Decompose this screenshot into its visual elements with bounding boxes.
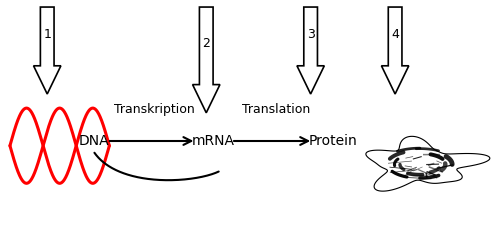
Text: Translation: Translation bbox=[242, 103, 310, 116]
Text: DNA: DNA bbox=[79, 134, 110, 148]
Text: 1: 1 bbox=[43, 27, 51, 41]
Text: Transkription: Transkription bbox=[114, 103, 194, 116]
Text: Protein: Protein bbox=[309, 134, 357, 148]
Polygon shape bbox=[382, 7, 409, 94]
Polygon shape bbox=[34, 7, 61, 94]
Polygon shape bbox=[366, 136, 490, 191]
Text: mRNA: mRNA bbox=[192, 134, 235, 148]
Text: 2: 2 bbox=[202, 37, 210, 50]
Polygon shape bbox=[297, 7, 324, 94]
Text: 4: 4 bbox=[391, 27, 399, 41]
Polygon shape bbox=[192, 7, 220, 113]
Text: 3: 3 bbox=[307, 27, 315, 41]
